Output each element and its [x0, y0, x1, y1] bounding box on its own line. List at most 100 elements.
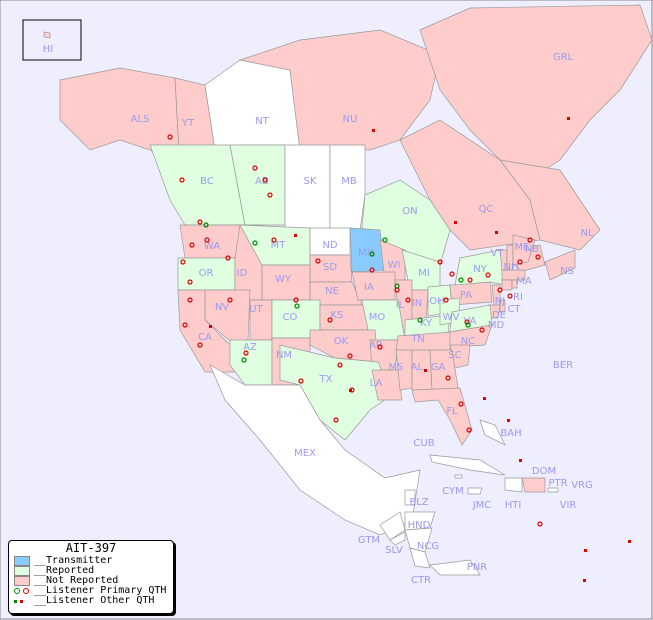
reported-listener-marker [369, 251, 375, 257]
listener-primary-marker [327, 317, 333, 323]
region-label-pnr: PNR [467, 562, 488, 573]
region-label-bc: BC [200, 176, 214, 187]
region-label-mex: MEX [294, 448, 316, 459]
region-label-vrg: VRG [571, 480, 593, 491]
region-label-al: AL [411, 362, 424, 373]
region-cub[interactable] [429, 454, 506, 476]
reported-listener-marker [382, 237, 388, 243]
reported-listener-marker [252, 240, 258, 246]
region-cym[interactable] [454, 474, 463, 479]
region-fl[interactable] [411, 387, 473, 446]
listener-primary-marker [189, 242, 195, 248]
region-jmc[interactable] [467, 487, 483, 495]
region-label-mb: MB [341, 176, 357, 187]
region-label-wv: WV [443, 312, 460, 323]
region-tx[interactable] [279, 344, 393, 441]
region-ri[interactable] [511, 279, 518, 289]
region-label-sk: SK [304, 176, 317, 187]
region-label-ma: MA [516, 276, 532, 287]
region-label-ne: NE [325, 286, 339, 297]
region-label-tx: TX [319, 374, 333, 385]
region-ny[interactable] [454, 249, 506, 286]
region-label-ny: NY [473, 264, 487, 275]
region-label-wi: WI [388, 260, 401, 271]
listener-primary-marker [337, 362, 343, 368]
listener-other-marker [584, 549, 587, 552]
region-label-nb: NB [525, 244, 539, 255]
listener-primary-marker [535, 254, 541, 260]
region-label-me: ME [515, 242, 530, 253]
region-label-blz: BLZ [409, 497, 428, 508]
region-ma[interactable] [501, 269, 526, 281]
region-label-ky: KY [420, 318, 433, 329]
listener-primary-marker [197, 219, 203, 225]
listener-primary-marker [187, 297, 193, 303]
region-label-va: VA [463, 316, 476, 327]
listener-primary-marker [485, 272, 491, 278]
region-hti[interactable] [504, 477, 523, 493]
region-label-cub: CUB [413, 438, 434, 449]
region-label-ct: CT [507, 304, 521, 315]
listener-primary-marker [227, 297, 233, 303]
region-nc[interactable] [449, 324, 493, 348]
region-label-ia: IA [364, 282, 374, 293]
region-grl[interactable] [419, 4, 653, 181]
listener-other-marker [209, 325, 212, 328]
listener-primary-marker [377, 344, 383, 350]
region-label-in: IN [412, 298, 422, 309]
legend-label: __Listener Other QTH [34, 595, 155, 606]
listener-primary-marker [445, 375, 451, 381]
listener-primary-marker [271, 237, 277, 243]
region-label-jmc: JMC [472, 500, 492, 511]
reported-listener-marker [203, 222, 209, 228]
region-nl[interactable] [499, 159, 601, 251]
region-label-ok: OK [334, 336, 349, 347]
region-la[interactable] [371, 369, 403, 401]
region-ptr[interactable] [547, 487, 559, 493]
region-label-nc: NC [461, 336, 475, 347]
region-label-nt: NT [255, 116, 269, 127]
region-blz[interactable] [404, 489, 416, 506]
region-ks[interactable] [319, 304, 371, 331]
region-hi[interactable] [43, 31, 51, 39]
region-bah[interactable] [479, 419, 506, 446]
legend-item-not-reported: __Not Reported [9, 576, 173, 586]
region-dom[interactable] [521, 477, 546, 493]
region-mex[interactable] [209, 364, 421, 536]
region-label-bah: BAH [500, 428, 521, 439]
region-label-az: AZ [243, 342, 257, 353]
not-reported-swatch [14, 576, 30, 586]
listener-other-marker [519, 459, 522, 462]
region-ctr[interactable] [409, 547, 431, 569]
listener-primary-marker [167, 134, 173, 140]
region-mb[interactable] [329, 144, 366, 231]
listener-primary-marker [197, 342, 203, 348]
region-als[interactable] [59, 67, 181, 171]
hawaii-inset [22, 19, 82, 61]
region-label-mt: MT [271, 240, 287, 251]
region-label-cym: CYM [442, 486, 464, 497]
region-label-mi: MI [418, 268, 430, 279]
reported-listener-marker [294, 303, 300, 309]
region-label-nm: NM [276, 350, 292, 361]
region-label-hi: HI [43, 44, 53, 55]
listener-primary-marker [467, 277, 473, 283]
legend-item-primary-qth: __Listener Primary QTH [9, 586, 173, 596]
listener-primary-marker [464, 319, 470, 325]
region-ns[interactable] [544, 249, 576, 281]
listener-primary-marker [252, 165, 258, 171]
region-ct[interactable] [501, 279, 513, 291]
transmitter-swatch [14, 556, 30, 566]
region-sk[interactable] [284, 144, 331, 231]
region-label-ga: GA [431, 362, 446, 373]
region-pnr[interactable] [429, 559, 481, 576]
region-label-slv: SLV [385, 545, 403, 556]
listener-other-marker [507, 419, 510, 422]
listener-primary-marker [517, 259, 523, 265]
region-slv[interactable] [389, 531, 406, 546]
region-nu[interactable] [238, 29, 441, 151]
region-label-sd: SD [323, 262, 337, 273]
region-label-ncg: NCG [417, 541, 439, 552]
region-de[interactable] [499, 299, 506, 313]
region-label-il: IL [396, 300, 405, 311]
